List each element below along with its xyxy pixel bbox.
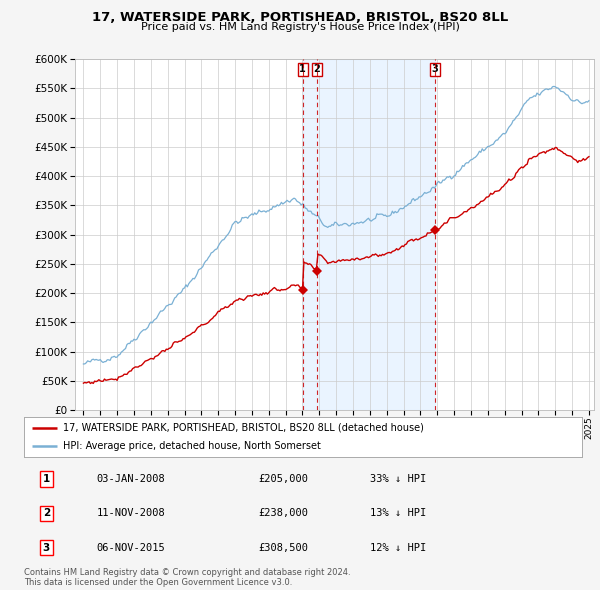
- Text: 3: 3: [431, 64, 438, 74]
- Text: HPI: Average price, detached house, North Somerset: HPI: Average price, detached house, Nort…: [63, 441, 321, 451]
- Text: Price paid vs. HM Land Registry's House Price Index (HPI): Price paid vs. HM Land Registry's House …: [140, 22, 460, 32]
- Text: 06-NOV-2015: 06-NOV-2015: [97, 543, 165, 552]
- Text: £308,500: £308,500: [259, 543, 308, 552]
- Text: 17, WATERSIDE PARK, PORTISHEAD, BRISTOL, BS20 8LL: 17, WATERSIDE PARK, PORTISHEAD, BRISTOL,…: [92, 11, 508, 24]
- Text: 12% ↓ HPI: 12% ↓ HPI: [370, 543, 426, 552]
- Text: 3: 3: [43, 543, 50, 552]
- Text: 11-NOV-2008: 11-NOV-2008: [97, 509, 165, 518]
- Text: £205,000: £205,000: [259, 474, 308, 484]
- Bar: [302, 59, 435, 410]
- Text: £238,000: £238,000: [259, 509, 308, 518]
- Text: 2: 2: [43, 509, 50, 518]
- Text: 17, WATERSIDE PARK, PORTISHEAD, BRISTOL, BS20 8LL (detached house): 17, WATERSIDE PARK, PORTISHEAD, BRISTOL,…: [63, 423, 424, 433]
- Text: 1: 1: [43, 474, 50, 484]
- Text: Contains HM Land Registry data © Crown copyright and database right 2024.
This d: Contains HM Land Registry data © Crown c…: [24, 568, 350, 587]
- Text: 13% ↓ HPI: 13% ↓ HPI: [370, 509, 426, 518]
- Text: 33% ↓ HPI: 33% ↓ HPI: [370, 474, 426, 484]
- Text: 2: 2: [314, 64, 320, 74]
- Text: 03-JAN-2008: 03-JAN-2008: [97, 474, 165, 484]
- Text: 1: 1: [299, 64, 306, 74]
